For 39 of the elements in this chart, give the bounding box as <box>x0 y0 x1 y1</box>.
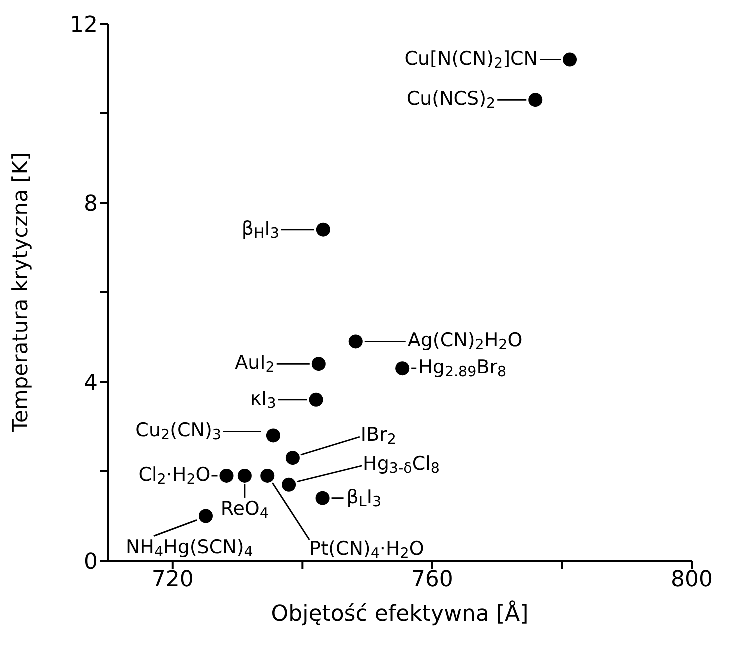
point <box>316 491 330 506</box>
annotation: Cu(NCS)$_{2}$ <box>406 88 496 112</box>
annotation: β$_{H}$I$_{3}$ <box>242 218 280 242</box>
y-tick-label: 8 <box>84 192 98 217</box>
point <box>282 478 296 492</box>
annotation: Pt(CN)$_{4}$·H$_{2}$O <box>310 538 424 562</box>
x-tick-label: 800 <box>671 568 713 593</box>
y-axis-title: Temperatura krytyczna [K] <box>8 152 32 434</box>
y-tick-label: 12 <box>70 12 98 38</box>
annotation: ReO$_{4}$ <box>220 498 269 522</box>
annotation: Hg$_{2.89}$Br$_{8}$ <box>418 356 507 381</box>
annotation: Ag(CN)$_{2}$H$_{2}$O <box>408 330 523 354</box>
annotation: Cu$_{2}$(CN)$_{3}$ <box>136 420 222 444</box>
point <box>309 392 324 407</box>
point <box>238 468 252 483</box>
annotation: Cl$_{2}$·H$_{2}$O <box>138 464 211 488</box>
annotation: IBr$_{2}$ <box>360 424 396 448</box>
x-tick-label: 720 <box>152 568 194 593</box>
y-tick-label: 4 <box>84 370 98 396</box>
point <box>260 468 275 483</box>
point <box>528 93 543 108</box>
point <box>286 451 300 466</box>
x-axis-title: Objętość efektywna [Å] <box>271 600 529 627</box>
point <box>348 334 363 349</box>
point <box>198 509 213 524</box>
annotation: AuI$_{2}$ <box>235 352 275 376</box>
point <box>220 468 234 483</box>
annotation: Hg$_{3-δ}$Cl$_{8}$ <box>363 453 440 478</box>
y-tick-label: 0 <box>84 550 98 575</box>
point <box>316 222 330 237</box>
point <box>563 52 578 67</box>
annotation: Cu[N(CN)$_{2}$]CN <box>404 48 538 72</box>
annotation: NH$_{4}$Hg(SCN)$_{4}$ <box>126 536 254 560</box>
point <box>396 362 410 376</box>
x-tick-label: 760 <box>411 568 454 593</box>
point <box>266 428 280 443</box>
annotation: β$_{L}$I$_{3}$ <box>346 486 382 510</box>
annotation: κI$_{3}$ <box>250 388 276 412</box>
point <box>312 357 326 372</box>
